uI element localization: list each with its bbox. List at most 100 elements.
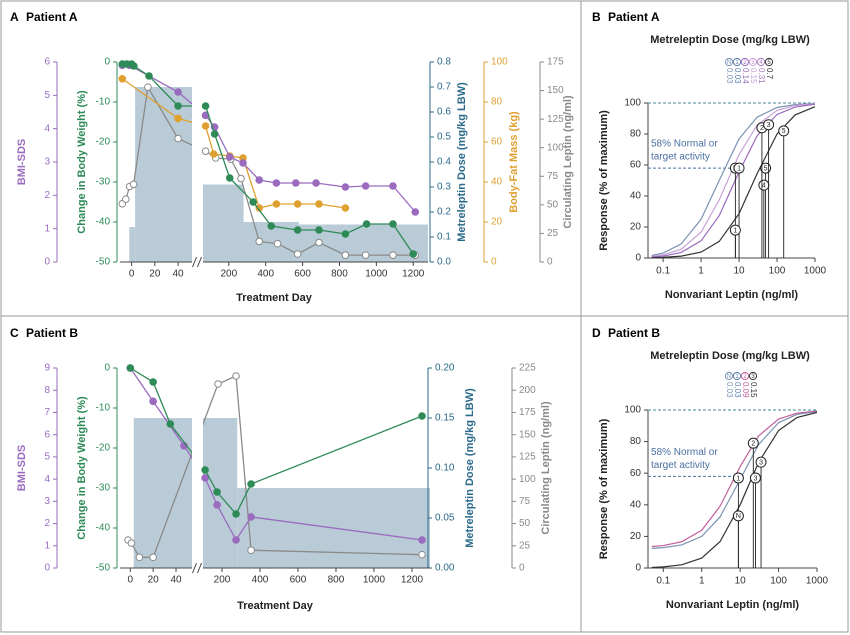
axis-title: Metreleptin Dose (mg/kg LBW): [456, 82, 468, 242]
axis-break: [192, 256, 197, 268]
dose-symbol-label: 3: [751, 374, 755, 380]
data-point: [293, 226, 302, 234]
y-tick-label: -10: [96, 403, 111, 414]
data-point: [174, 88, 182, 96]
y-tick-label: 60: [630, 160, 642, 171]
x-tick-label: 1000: [363, 575, 386, 586]
data-point: [237, 174, 245, 183]
y-tick-label: 100: [519, 474, 536, 485]
panel-title: Patient B: [608, 326, 660, 340]
dose-symbol: [724, 371, 734, 381]
y-tick-label: 100: [624, 98, 641, 109]
data-point: [130, 62, 138, 70]
point-label: 3: [759, 459, 763, 466]
axis-title: Body-Fat Mass (kg): [508, 111, 520, 213]
data-point: [213, 488, 221, 496]
panel-title: Patient B: [26, 326, 78, 340]
y-tick-label: 0: [44, 257, 50, 268]
x-tick-label: 1: [698, 266, 704, 277]
x-tick-label: 20: [149, 269, 161, 280]
response-curve: [651, 103, 816, 258]
data-point: [315, 238, 323, 247]
y-tick-label: 4: [44, 123, 50, 134]
data-point: [247, 513, 255, 521]
dose-symbol-label: 1: [735, 60, 739, 66]
data-point: [273, 239, 282, 248]
series-line: [129, 367, 423, 542]
y-tick-label: 1: [44, 223, 50, 234]
dose-label: 0.7: [765, 68, 774, 80]
x-tick-label: 1: [699, 576, 705, 587]
data-point: [135, 553, 144, 562]
dose-symbol: [740, 371, 750, 381]
x-tick-label: 1000: [804, 266, 827, 277]
data-point: [201, 102, 210, 110]
y-tick-label: 40: [630, 191, 642, 202]
axis-title: Circulating Leptin (ng/ml): [540, 401, 552, 535]
data-point: [225, 174, 234, 182]
y-tick-label: 60: [491, 137, 503, 148]
dose-symbol: [764, 57, 774, 67]
data-point: [174, 134, 182, 143]
data-point: [174, 102, 182, 110]
data-point: [247, 546, 255, 555]
y-tick-label: 0.7: [437, 82, 451, 93]
y-tick-label: 25: [519, 540, 531, 551]
y-tick-label: 0.8: [437, 57, 451, 68]
data-point: [255, 176, 264, 184]
y-tick-label: 0: [635, 253, 641, 264]
x-tick-label: 100: [770, 576, 787, 587]
y-tick-label: 0.4: [437, 157, 451, 168]
y-tick-label: 7: [44, 407, 50, 418]
data-point: [255, 237, 264, 246]
data-point: [214, 380, 222, 388]
point-label: N: [736, 513, 741, 520]
y-tick-label: 200: [519, 385, 536, 396]
annotation: target activity: [651, 152, 710, 163]
y-tick-label: 0.05: [435, 513, 455, 524]
x-tick-label: 400: [257, 269, 274, 280]
data-point: [210, 130, 219, 138]
panel-letter: D: [592, 326, 601, 340]
y-tick-label: 3: [44, 496, 50, 507]
y-tick-label: 8: [44, 385, 50, 396]
dose-bar: [135, 87, 192, 262]
data-point: [341, 230, 350, 238]
x-tick-label: 0: [129, 269, 135, 280]
y-tick-label: 80: [491, 97, 503, 108]
y-tick-label: 0.1: [437, 232, 451, 243]
y-tick-label: 9: [44, 363, 50, 374]
x-tick-label: 1200: [401, 575, 424, 586]
x-tick-label: 40: [170, 575, 182, 586]
y-tick-label: 0: [44, 563, 50, 574]
panel-title: Patient A: [608, 10, 660, 24]
point-label: 1: [737, 165, 741, 172]
x-tick-label: 1000: [365, 269, 388, 280]
x-tick-label: 10: [733, 266, 745, 277]
dose-label: 0.03: [725, 68, 734, 84]
dose-symbol-label: 5: [767, 60, 771, 66]
y-tick-label: 0: [491, 257, 497, 268]
y-tick-label: -10: [96, 97, 111, 108]
series-line: [129, 367, 423, 516]
y-tick-label: 1: [44, 540, 50, 551]
response-curve: [651, 106, 816, 259]
y-tick-label: 75: [519, 496, 531, 507]
x-tick-label: 20: [148, 575, 160, 586]
data-point: [174, 114, 182, 123]
data-point: [255, 204, 264, 212]
dose-label: 0.03: [733, 68, 742, 84]
data-point: [201, 474, 209, 482]
data-point: [341, 251, 350, 259]
response-curve: [651, 103, 816, 258]
y-tick-label: 25: [547, 228, 559, 239]
panel-letter: A: [10, 10, 19, 24]
subtitle: Metreleptin Dose (mg/kg LBW): [650, 350, 810, 362]
dose-symbol: [732, 371, 742, 381]
y-tick-label: 0.6: [437, 107, 451, 118]
y-tick-label: 5: [44, 452, 50, 463]
dose-label: 0.14: [741, 68, 750, 84]
point-label: 2: [751, 441, 755, 448]
data-point: [312, 179, 320, 187]
data-point: [747, 437, 759, 449]
